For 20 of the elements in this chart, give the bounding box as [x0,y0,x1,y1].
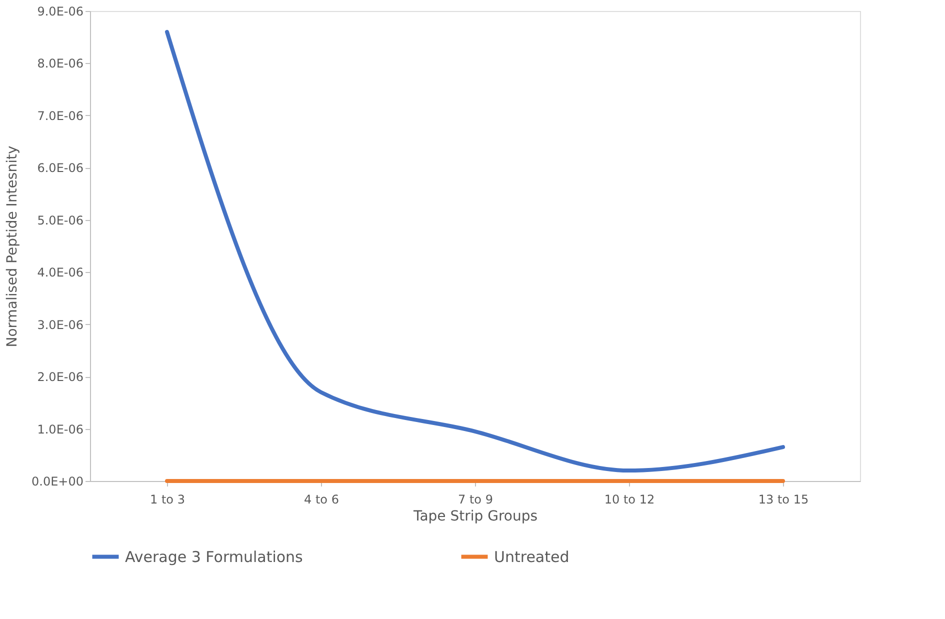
legend-label: Untreated [494,548,570,566]
x-tick-label: 13 to 15 [758,492,809,506]
y-axis-title: Normalised Peptide Intesnity [4,146,21,348]
y-tick-label: 1.0E-06 [37,422,84,436]
y-tick-label: 5.0E-06 [37,213,84,228]
y-tick-label: 2.0E-06 [37,370,84,384]
legend-label: Average 3 Formulations [125,548,304,566]
y-tick-label: 4.0E-06 [37,266,84,280]
y-tick-label: 0.0E+00 [32,474,84,488]
x-tick-label: 10 to 12 [604,492,655,506]
y-tick-label: 8.0E-06 [37,56,84,71]
line-series [165,30,785,473]
x-axis-title: Tape Strip Groups [412,508,538,524]
x-tick-label: 7 to 9 [458,492,493,506]
y-tick-label: 9.0E-06 [37,4,84,18]
x-tick-label: 1 to 3 [150,492,185,506]
y-tick-label: 3.0E-06 [37,318,84,332]
x-tick-label: 4 to 6 [304,492,339,506]
y-tick-label: 7.0E-06 [37,108,84,123]
y-tick-label: 6.0E-06 [37,161,84,176]
